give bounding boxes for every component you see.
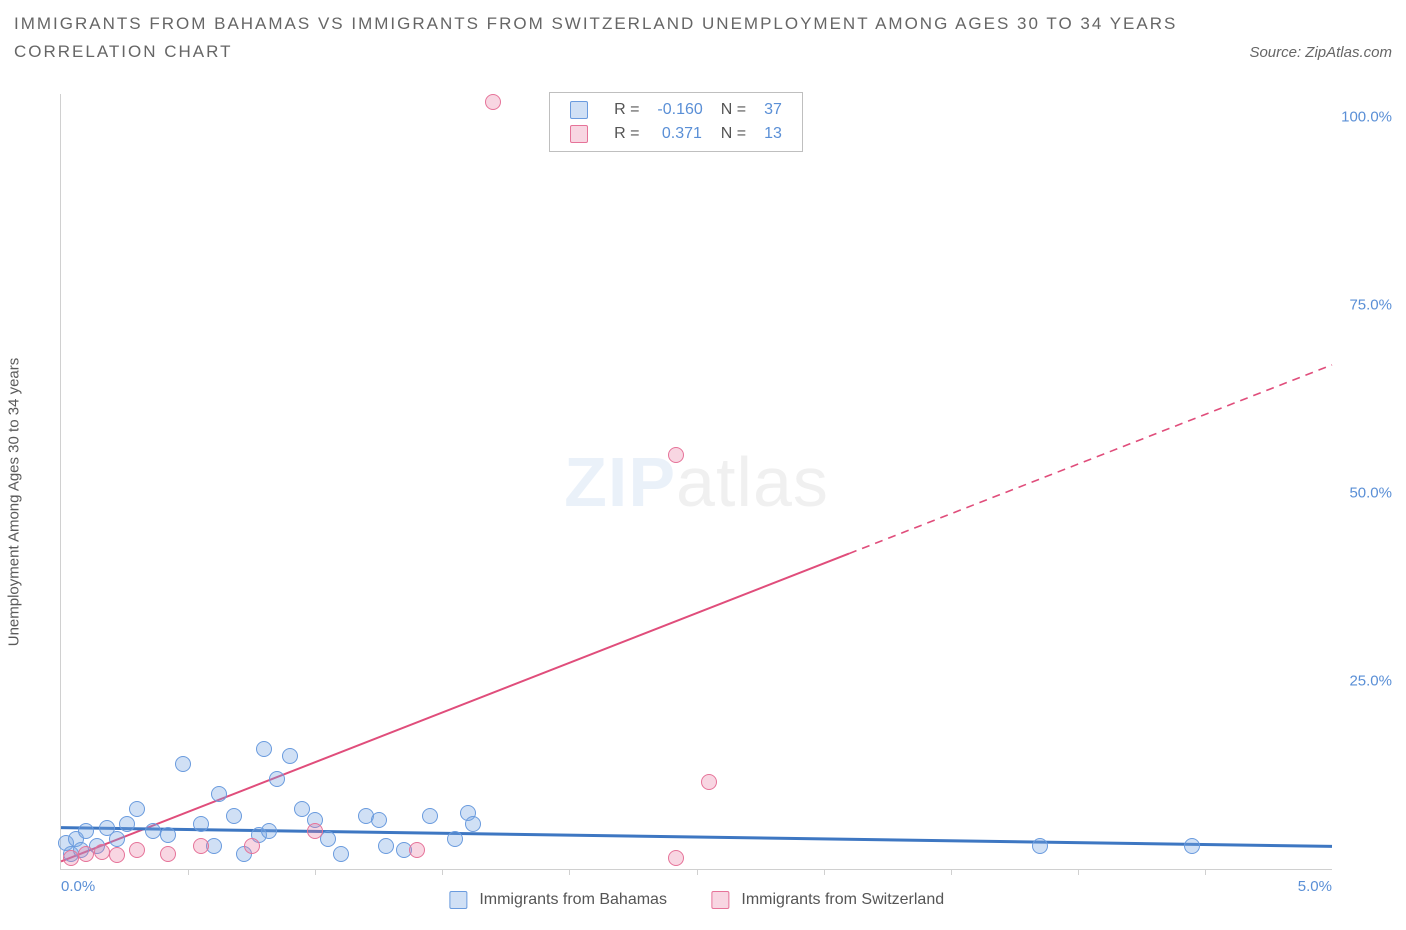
data-point [129,801,145,817]
x-tick-label: 5.0% [1298,878,1332,895]
chart-title-line2: CORRELATION CHART [14,42,233,62]
x-tick-mark [1078,869,1079,875]
data-point [160,827,176,843]
data-point [193,838,209,854]
data-point [193,816,209,832]
x-tick-mark [1205,869,1206,875]
chart-container: IMMIGRANTS FROM BAHAMAS VS IMMIGRANTS FR… [0,0,1406,930]
y-tick-label: 25.0% [1336,672,1392,689]
plot-area: ZIPatlas 25.0%50.0%75.0%100.0%0.0%5.0%R … [60,94,1332,870]
data-point [465,816,481,832]
data-point [129,842,145,858]
data-point [371,812,387,828]
data-point [119,816,135,832]
data-point [78,846,94,862]
y-tick-label: 75.0% [1336,296,1392,313]
data-point [668,850,684,866]
correlation-legend-box: R =-0.160N =37R = 0.371N =13 [549,92,803,152]
data-point [1032,838,1048,854]
data-point [447,831,463,847]
data-point [261,823,277,839]
data-point [94,844,110,860]
y-axis-label: Unemployment Among Ages 30 to 34 years [6,358,23,647]
source-attribution: Source: ZipAtlas.com [1249,44,1392,61]
data-point [175,756,191,772]
data-point [485,94,501,110]
data-point [226,808,242,824]
chart-title-line1: IMMIGRANTS FROM BAHAMAS VS IMMIGRANTS FR… [14,0,1392,42]
regression-lines-layer [61,94,1332,869]
data-point [333,846,349,862]
regression-line-dashed [849,365,1332,554]
x-tick-label: 0.0% [61,878,95,895]
x-tick-mark [315,869,316,875]
data-point [244,838,260,854]
data-point [145,823,161,839]
data-point [160,846,176,862]
data-point [109,847,125,863]
data-point [269,771,285,787]
x-tick-mark [824,869,825,875]
y-tick-label: 100.0% [1336,108,1392,125]
data-point [307,823,323,839]
x-tick-mark [569,869,570,875]
series-legend: Immigrants from Bahamas Immigrants from … [427,891,966,909]
regression-line [61,554,849,862]
data-point [63,850,79,866]
data-point [78,823,94,839]
data-point [422,808,438,824]
x-tick-mark [442,869,443,875]
data-point [256,741,272,757]
data-point [409,842,425,858]
title-block: IMMIGRANTS FROM BAHAMAS VS IMMIGRANTS FR… [14,0,1392,62]
y-tick-label: 50.0% [1336,484,1392,501]
data-point [378,838,394,854]
data-point [668,447,684,463]
data-point [109,831,125,847]
data-point [1184,838,1200,854]
data-point [211,786,227,802]
x-tick-mark [188,869,189,875]
chart-area: Unemployment Among Ages 30 to 34 years Z… [14,88,1392,916]
data-point [282,748,298,764]
data-point [701,774,717,790]
x-tick-mark [697,869,698,875]
x-tick-mark [951,869,952,875]
